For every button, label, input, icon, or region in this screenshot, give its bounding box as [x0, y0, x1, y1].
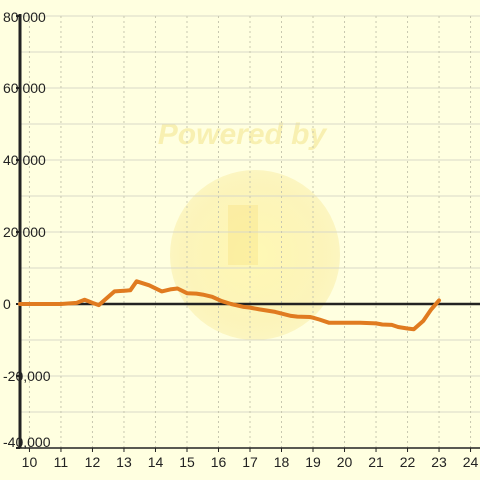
data-point [160, 290, 163, 293]
data-point [312, 316, 314, 319]
data-point [343, 321, 346, 324]
data-point [230, 303, 232, 305]
data-point [148, 284, 150, 287]
x-tick-label: 22 [400, 454, 416, 470]
data-point [19, 303, 21, 305]
data-point [97, 304, 100, 306]
data-point [249, 306, 251, 309]
x-tick-label: 17 [242, 454, 258, 470]
data-point [60, 303, 62, 305]
data-point [135, 280, 138, 283]
data-point [327, 321, 330, 324]
y-tick-label: 40,000 [3, 152, 46, 168]
x-tick-label: 20 [337, 454, 353, 470]
data-point [430, 308, 432, 311]
data-point [83, 298, 86, 301]
data-point [75, 302, 78, 304]
x-tick-label: 10 [22, 454, 38, 470]
data-point [368, 322, 371, 324]
data-point [296, 315, 299, 318]
y-tick-label: -40,000 [3, 434, 51, 450]
data-point [91, 302, 94, 304]
x-tick-label: 16 [211, 454, 227, 470]
data-point [390, 324, 393, 326]
data-point [309, 316, 311, 318]
y-tick-label: 60,000 [3, 80, 46, 96]
x-tick-label: 11 [54, 454, 69, 470]
data-point [242, 306, 245, 308]
data-point [397, 326, 399, 328]
data-point [211, 296, 213, 298]
data-point [220, 300, 223, 302]
data-point [422, 320, 425, 322]
data-point [274, 311, 277, 313]
x-tick-label: 19 [305, 454, 321, 470]
data-point [413, 328, 415, 331]
data-point [375, 322, 377, 325]
data-point [170, 288, 173, 291]
data-point [195, 292, 198, 295]
data-point [318, 318, 321, 321]
x-tick-label: 18 [274, 454, 290, 470]
data-point [359, 321, 362, 324]
data-point [381, 323, 384, 326]
watermark-text: Powered by [158, 118, 328, 151]
data-point [201, 293, 204, 296]
data-point [129, 289, 132, 292]
x-tick-label: 12 [85, 454, 101, 470]
y-tick-label: -20,000 [3, 368, 51, 384]
data-point [258, 308, 261, 311]
grid [20, 15, 480, 449]
watermark-logo-mark [228, 205, 258, 265]
x-tick-label: 24 [463, 454, 479, 470]
data-point [406, 327, 409, 330]
x-tick-label: 15 [179, 454, 195, 470]
data-point [176, 287, 179, 290]
series-layer [18, 279, 441, 332]
y-tick-label: 0 [3, 296, 11, 312]
data-point [113, 290, 116, 293]
data-point [186, 292, 188, 295]
data-point [290, 315, 292, 317]
x-tick-label: 21 [368, 454, 384, 470]
data-point [438, 299, 440, 302]
x-tick-label: 14 [148, 454, 164, 470]
y-tick-label: 80,000 [3, 9, 46, 25]
x-tick-label: 23 [431, 454, 447, 470]
x-tick-label: 13 [116, 454, 132, 470]
tick-labels: 80,00060,00040,00020,0000-20,000-40,0001… [3, 9, 479, 470]
y-tick-label: 20,000 [3, 224, 46, 240]
